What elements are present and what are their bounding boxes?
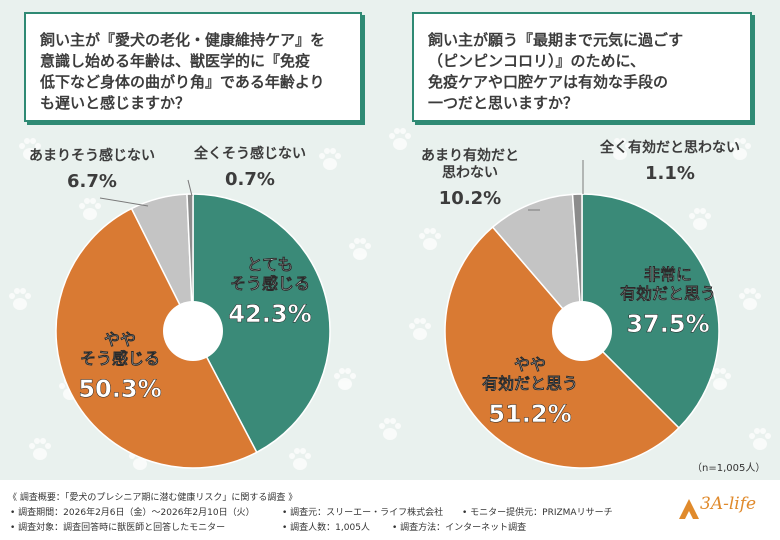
survey-count: • 調査人数：1,005人 <box>282 523 370 533</box>
left-question-line: 飼い主が『愛犬の老化・健康維持ケア』を <box>40 31 326 49</box>
paw-icon <box>389 128 411 150</box>
paw-icon <box>729 138 751 160</box>
slice-category-label: 有効だと思う <box>620 284 716 303</box>
logo-mark-icon <box>679 499 699 519</box>
slice-category-label: そう感じる <box>230 274 310 293</box>
paw-icon <box>29 438 51 460</box>
slice-category-label: 思わない <box>442 165 498 181</box>
pie-slice <box>55 207 258 469</box>
slice-category-label: やや <box>104 330 136 349</box>
survey-period: • 調査期間：2026年2月6日（金）～2026年2月10日（火） <box>10 508 255 518</box>
slice-value-label: 10.2% <box>439 188 501 209</box>
pie-slice <box>571 193 583 332</box>
paw-icon <box>289 448 311 470</box>
survey-source: • 調査元：スリーエー・ライフ株式会社 <box>282 508 444 518</box>
survey-method: • 調査方法：インターネット調査 <box>392 523 527 533</box>
survey-target: • 調査対象：調査回答時に獣医師と回答したモニター <box>10 523 226 533</box>
paw-icon <box>19 138 41 160</box>
left-pie-chart: とてもそう感じる42.3%ややそう感じる50.3%あまりそう感じない6.7%全く… <box>29 145 331 469</box>
slice-value-label: 42.3% <box>228 300 311 328</box>
right-question-line: 免疫ケアや口腔ケアは有効な手段の <box>428 73 669 91</box>
leader-line <box>187 179 193 197</box>
right-question-box: 飼い主が願う『最期まで元気に過ごす （ピンピンコロリ）』のために、 免疫ケアや口… <box>412 12 752 122</box>
paw-icon <box>689 208 711 230</box>
left-question-line: も遅いと感じますか？ <box>40 94 191 112</box>
slice-value-label: 0.7% <box>225 169 275 190</box>
pie-center-hole <box>163 301 223 361</box>
slice-category-label: そう感じる <box>80 349 160 368</box>
slice-category-label: あまりそう感じない <box>29 147 155 164</box>
paw-icon <box>79 198 101 220</box>
slice-value-label: 6.7% <box>67 171 117 192</box>
slice-label: 全く有効だと思わない 1.1% <box>582 139 740 194</box>
pie-slice <box>186 193 194 332</box>
left-question-line: 意識し始める年齢は、獣医学的に『免疫 <box>40 52 311 70</box>
paw-icon <box>739 288 761 310</box>
paw-icon <box>9 288 31 310</box>
pie-slice <box>192 193 331 454</box>
survey-title: 《 調査概要：「愛犬のプレシニア期に潜む健康リスク」に関する調査 》 <box>8 493 298 503</box>
pie-slice <box>581 193 720 429</box>
right-pie-chart: 非常に有効だと思う37.5%やや有効だと思う51.2%あまり有効だと思わない10… <box>421 139 740 469</box>
slice-value-label: 50.3% <box>78 375 161 403</box>
slice-label: あまりそう感じない 6.7% <box>29 147 155 207</box>
leader-line <box>99 197 149 207</box>
paw-icon <box>349 238 371 260</box>
slice-category-label: やや <box>514 355 546 374</box>
paw-icon <box>334 368 356 390</box>
paw-icon <box>749 428 771 450</box>
slice-category-label: あまり有効だと <box>421 147 519 164</box>
survey-monitor: • モニター提供元：PRIZMAリサーチ <box>462 508 613 518</box>
slice-label: 全くそう感じない 0.7% <box>187 145 306 197</box>
slice-value-label: 1.1% <box>645 163 695 184</box>
paw-icon <box>419 228 441 250</box>
slice-category-label: 全く有効だと思わない <box>599 139 740 156</box>
right-question-line: （ピンピンコロリ）』のために、 <box>428 52 646 70</box>
sample-size-note: （n=1,005人） <box>692 463 766 474</box>
right-question-line: 飼い主が願う『最期まで元気に過ごす <box>428 31 684 49</box>
paw-icon <box>609 138 631 160</box>
left-question-line: 低下など身体の曲がり角』である年齢より <box>40 73 325 91</box>
slice-category-label: 非常に <box>644 265 692 284</box>
slice-category-label: とても <box>247 255 294 274</box>
paw-icon <box>409 318 431 340</box>
slice-value-label: 51.2% <box>488 400 571 428</box>
slice-category-label: 有効だと思う <box>482 374 578 393</box>
left-question-box: 飼い主が『愛犬の老化・健康維持ケア』を 意識し始める年齢は、獣医学的に『免疫 低… <box>24 12 362 122</box>
paw-icon <box>379 418 401 440</box>
pie-slice <box>491 193 583 334</box>
survey-footer: 《 調査概要：「愛犬のプレシニア期に潜む健康リスク」に関する調査 》 • 調査期… <box>0 480 780 540</box>
slice-value-label: 37.5% <box>626 310 709 338</box>
logo-text: 3A-life <box>700 494 757 514</box>
slice-category-label: 全くそう感じない <box>193 145 306 162</box>
pie-center-hole <box>552 301 612 361</box>
paw-icon <box>319 148 341 170</box>
right-question-text: 飼い主が願う『最期まで元気に過ごす （ピンピンコロリ）』のために、 免疫ケアや口… <box>428 30 740 114</box>
right-question-line: 一つだと思いますか？ <box>428 94 579 112</box>
left-question-text: 飼い主が『愛犬の老化・健康維持ケア』を 意識し始める年齢は、獣医学的に『免疫 低… <box>40 30 350 114</box>
